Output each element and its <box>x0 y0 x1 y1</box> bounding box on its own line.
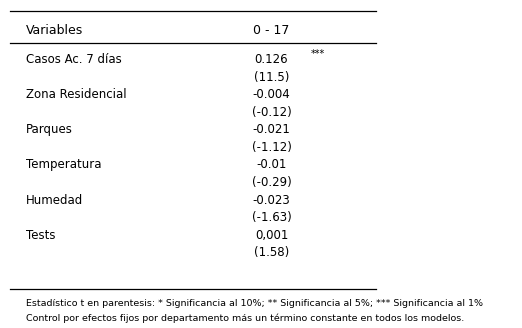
Text: -0.023: -0.023 <box>253 194 290 207</box>
Text: Casos Ac. 7 días: Casos Ac. 7 días <box>26 53 122 66</box>
Text: ***: *** <box>311 49 325 59</box>
Text: Humedad: Humedad <box>26 194 84 207</box>
Text: (-1.12): (-1.12) <box>252 141 291 154</box>
Text: -0.021: -0.021 <box>253 123 290 136</box>
Text: (11.5): (11.5) <box>254 71 289 84</box>
Text: -0.004: -0.004 <box>253 88 290 101</box>
Text: Parques: Parques <box>26 123 73 136</box>
Text: Control por efectos fijos por departamento más un término constante en todos los: Control por efectos fijos por departamen… <box>26 314 465 323</box>
Text: 0,001: 0,001 <box>255 229 288 242</box>
Text: (1.58): (1.58) <box>254 246 289 259</box>
Text: Estadístico t en parentesis: * Significancia al 10%; ** Significancia al 5%; ***: Estadístico t en parentesis: * Significa… <box>26 299 483 308</box>
Text: 0 - 17: 0 - 17 <box>253 24 290 37</box>
Text: 0.126: 0.126 <box>255 53 288 66</box>
Text: (-0.12): (-0.12) <box>252 106 291 119</box>
Text: (-1.63): (-1.63) <box>252 211 291 224</box>
Text: -0.01: -0.01 <box>256 158 287 172</box>
Text: Zona Residencial: Zona Residencial <box>26 88 127 101</box>
Text: Tests: Tests <box>26 229 56 242</box>
Text: Temperatura: Temperatura <box>26 158 102 172</box>
Text: (-0.29): (-0.29) <box>252 176 291 189</box>
Text: Variables: Variables <box>26 24 84 37</box>
